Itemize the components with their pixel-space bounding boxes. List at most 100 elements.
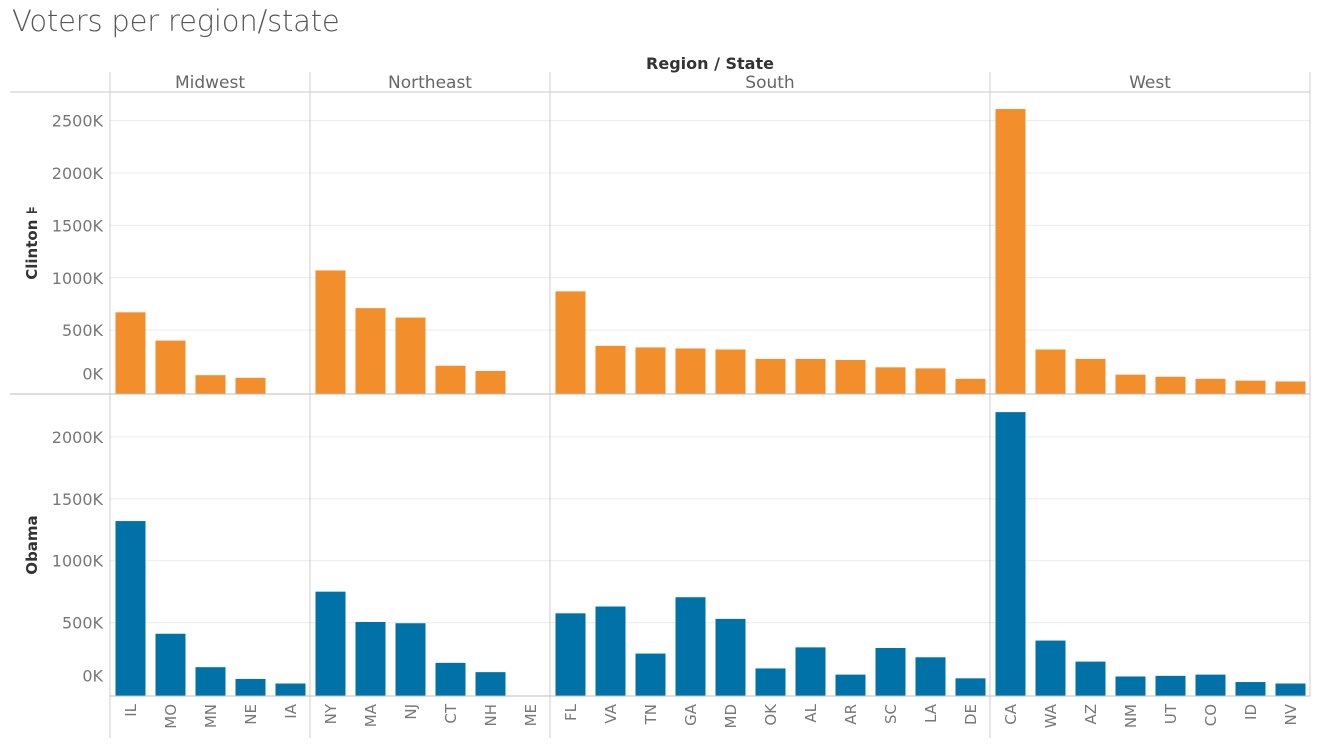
region-header-south: South [745,73,794,93]
bar-obama-wa [1035,640,1066,696]
state-label-sc: SC [882,704,900,724]
bar-obama-md [715,618,746,696]
state-label-ga: GA [682,703,700,726]
state-label-me: ME [522,704,540,726]
y-tick-label: 500K [62,614,104,633]
state-label-ok: OK [762,703,780,726]
bar-clinton-tn [635,347,666,394]
row-label-obama: Obama [23,515,41,574]
bar-obama-il [115,521,146,696]
state-label-ct: CT [442,703,460,723]
bar-obama-de [955,678,986,696]
bar-clinton-sc [875,367,906,394]
bar-clinton-va [595,345,626,394]
bar-obama-nj [395,623,426,696]
y-tick-label: 2000K [52,428,104,447]
bar-clinton-ne [235,377,266,394]
bar-obama-mn [195,667,226,696]
state-label-tn: TN [642,704,660,725]
bar-clinton-ma [355,308,386,394]
state-label-de: DE [962,704,980,725]
bar-obama-ny [315,591,346,696]
bar-obama-nm [1115,676,1146,696]
state-label-mo: MO [162,704,180,729]
state-label-ar: AR [842,704,860,725]
bar-clinton-la [915,368,946,394]
bar-obama-al [795,647,826,696]
bar-clinton-il [115,312,146,394]
bar-obama-ma [355,621,386,696]
bar-obama-az [1075,661,1106,696]
column-header: Region / State [646,54,774,73]
state-label-md: MD [722,704,740,729]
bar-obama-fl [555,613,586,696]
bar-obama-tn [635,653,666,696]
state-label-ne: NE [242,704,260,725]
bar-clinton-ar [835,359,866,394]
y-tick-label: 1000K [52,269,104,288]
state-label-la: LA [922,703,940,723]
bar-clinton-mo [155,340,186,394]
chart-title: Voters per region/state [12,4,340,38]
bar-clinton-id [1235,380,1266,394]
state-label-ca: CA [1002,703,1020,724]
y-tick-label: 0K [82,365,103,384]
bar-clinton-nm [1115,374,1146,394]
bar-clinton-ok [755,358,786,394]
bar-obama-mo [155,633,186,696]
bar-clinton-wa [1035,349,1066,394]
row-label-clinton: Clinton ⊧ [23,206,41,279]
region-header-northeast: Northeast [388,73,472,93]
y-tick-label: 0K [82,667,103,686]
bar-clinton-de [955,378,986,394]
bar-obama-nh [475,672,506,696]
bar-obama-ok [755,668,786,696]
bar-obama-la [915,657,946,696]
bar-clinton-mn [195,375,226,394]
bar-obama-ca [995,412,1026,696]
bar-clinton-ny [315,270,346,394]
bar-obama-ne [235,678,266,696]
state-label-nm: NM [1122,704,1140,728]
state-label-al: AL [802,703,820,722]
bar-clinton-ut [1155,376,1186,394]
state-label-ny: NY [322,703,340,724]
bar-obama-id [1235,682,1266,696]
state-label-co: CO [1202,704,1220,726]
state-label-id: ID [1242,704,1260,720]
bar-clinton-ga [675,348,706,394]
bar-clinton-nv [1275,381,1306,394]
bar-clinton-nh [475,370,506,394]
bar-clinton-al [795,358,826,394]
y-tick-label: 2000K [52,164,104,183]
state-label-va: VA [602,703,620,723]
y-tick-label: 1500K [52,216,104,235]
region-header-midwest: Midwest [175,73,245,93]
state-label-nh: NH [482,704,500,727]
bar-obama-nv [1275,683,1306,696]
bar-obama-ia [275,683,306,696]
bar-clinton-fl [555,291,586,394]
bar-obama-va [595,606,626,696]
y-tick-label: 500K [62,321,104,340]
bar-obama-sc [875,647,906,696]
bar-obama-ut [1155,675,1186,696]
bar-clinton-nj [395,317,426,394]
state-label-az: AZ [1082,704,1100,725]
bar-obama-co [1195,674,1226,696]
state-label-ia: IA [282,703,300,718]
bar-obama-ar [835,674,866,696]
state-label-fl: FL [562,703,580,721]
bar-clinton-ca [995,109,1026,394]
y-tick-label: 1000K [52,552,104,571]
state-label-mn: MN [202,704,220,728]
region-header-west: West [1129,73,1171,93]
state-label-nj: NJ [402,704,420,720]
state-label-il: IL [122,703,140,716]
bar-clinton-ct [435,365,466,394]
state-label-ut: UT [1162,703,1180,724]
state-label-nv: NV [1282,703,1300,725]
bar-obama-ct [435,662,466,696]
bar-obama-ga [675,597,706,696]
bar-clinton-co [1195,378,1226,394]
